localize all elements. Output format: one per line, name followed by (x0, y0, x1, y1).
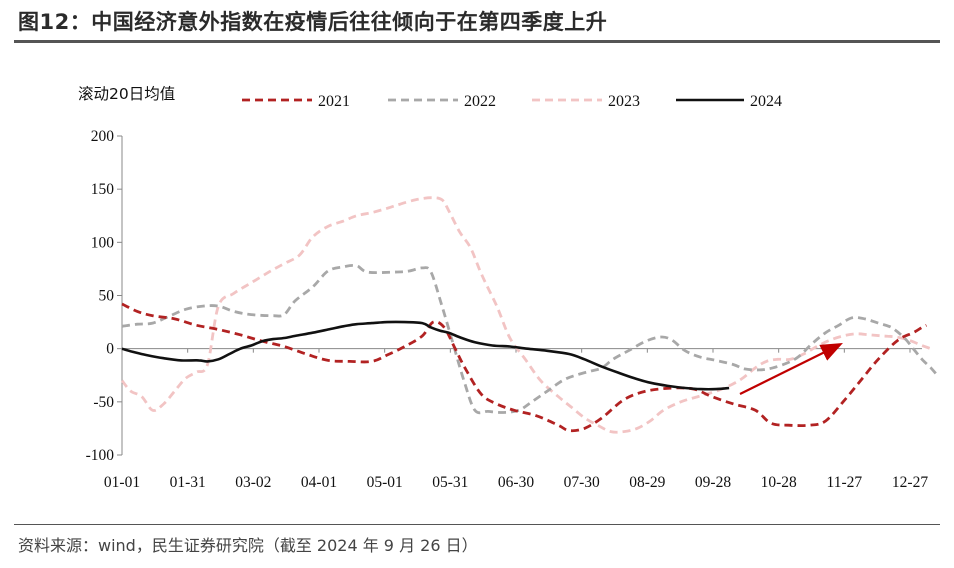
x-tick-label: 01-31 (170, 474, 206, 491)
legend-label-2021: 2021 (318, 93, 350, 110)
y-tick-label: 200 (91, 128, 115, 145)
chart-axes: -100 -50 0 50 100 150 200 01-01 01-31 03-02 04-01 0… (86, 128, 929, 491)
chart-series (120, 196, 939, 434)
legend-label-2023: 2023 (608, 93, 640, 110)
title-divider (14, 40, 940, 43)
x-tick-label: 07-30 (564, 474, 600, 491)
x-tick-label: 10-28 (761, 474, 797, 491)
series-line-2022 (121, 263, 939, 415)
source-note: 资料来源：wind，民生证券研究院（截至 2024 年 9 月 26 日） (18, 536, 478, 555)
x-tick-label: 04-01 (301, 474, 337, 491)
y-unit-label: 滚动20日均值 (78, 85, 175, 103)
x-tick-label: 03-02 (235, 474, 271, 491)
line-chart: -100 -50 0 50 100 150 200 01-01 01-31 03-02 04-01 0… (78, 85, 939, 491)
series-line-2024 (121, 320, 730, 391)
series-line-2023 (120, 196, 932, 434)
y-tick-label: 100 (91, 234, 115, 251)
chart-legend: 2021 2022 2023 2024 (242, 93, 782, 110)
y-tick-label: 150 (91, 181, 115, 198)
legend-label-2022: 2022 (464, 93, 496, 110)
q4-rise-arrow (739, 343, 843, 395)
x-tick-label: 09-28 (695, 474, 731, 491)
y-tick-label: 50 (99, 288, 115, 305)
footer-divider (14, 524, 940, 525)
x-tick-label: 05-01 (367, 474, 403, 491)
series-line-2021 (121, 302, 927, 433)
y-tick-label: -50 (93, 394, 114, 411)
x-tick-label: 01-01 (104, 474, 140, 491)
x-tick-label: 05-31 (432, 474, 468, 491)
y-tick-label: -100 (86, 447, 115, 464)
legend-label-2024: 2024 (750, 93, 782, 110)
x-tick-label: 08-29 (629, 474, 665, 491)
x-tick-label: 12-27 (892, 474, 928, 491)
y-tick-label: 0 (106, 341, 114, 358)
x-tick-label: 11-27 (827, 474, 863, 491)
x-tick-label: 06-30 (498, 474, 534, 491)
chart-title: 图12：中国经济意外指数在疫情后往往倾向于在第四季度上升 (18, 10, 608, 34)
